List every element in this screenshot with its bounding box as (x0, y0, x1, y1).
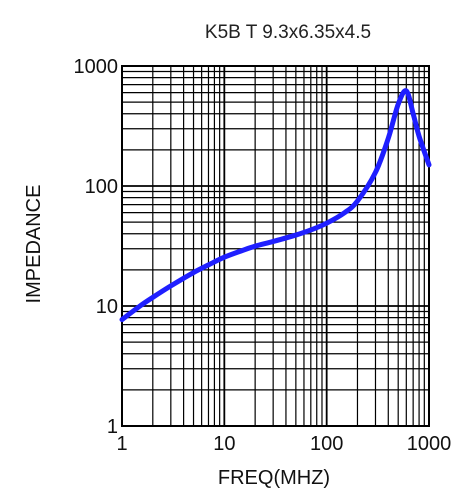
impedance-curve (119, 88, 432, 323)
y-tick-label: 1000 (74, 56, 119, 78)
y-tick-label: 10 (96, 296, 118, 318)
y-axis-label: IMPEDANCE (23, 185, 45, 304)
y-tick-labels: 1 10 100 1000 (74, 56, 119, 438)
chart-title: K5B T 9.3x6.35x4.5 (205, 22, 371, 43)
y-tick-label: 1 (107, 416, 118, 438)
x-tick-label: 1000 (407, 433, 452, 455)
x-axis-label: FREQ(MHZ) (218, 467, 330, 489)
x-tick-label: 100 (310, 433, 343, 455)
x-tick-label: 10 (213, 433, 235, 455)
plot-border (121, 65, 430, 427)
plot-frame (121, 65, 430, 427)
x-tick-labels: 1 10 100 1000 (116, 433, 451, 455)
grid (121, 66, 429, 427)
y-tick-label: 100 (85, 176, 118, 198)
x-tick-label: 1 (116, 433, 127, 455)
